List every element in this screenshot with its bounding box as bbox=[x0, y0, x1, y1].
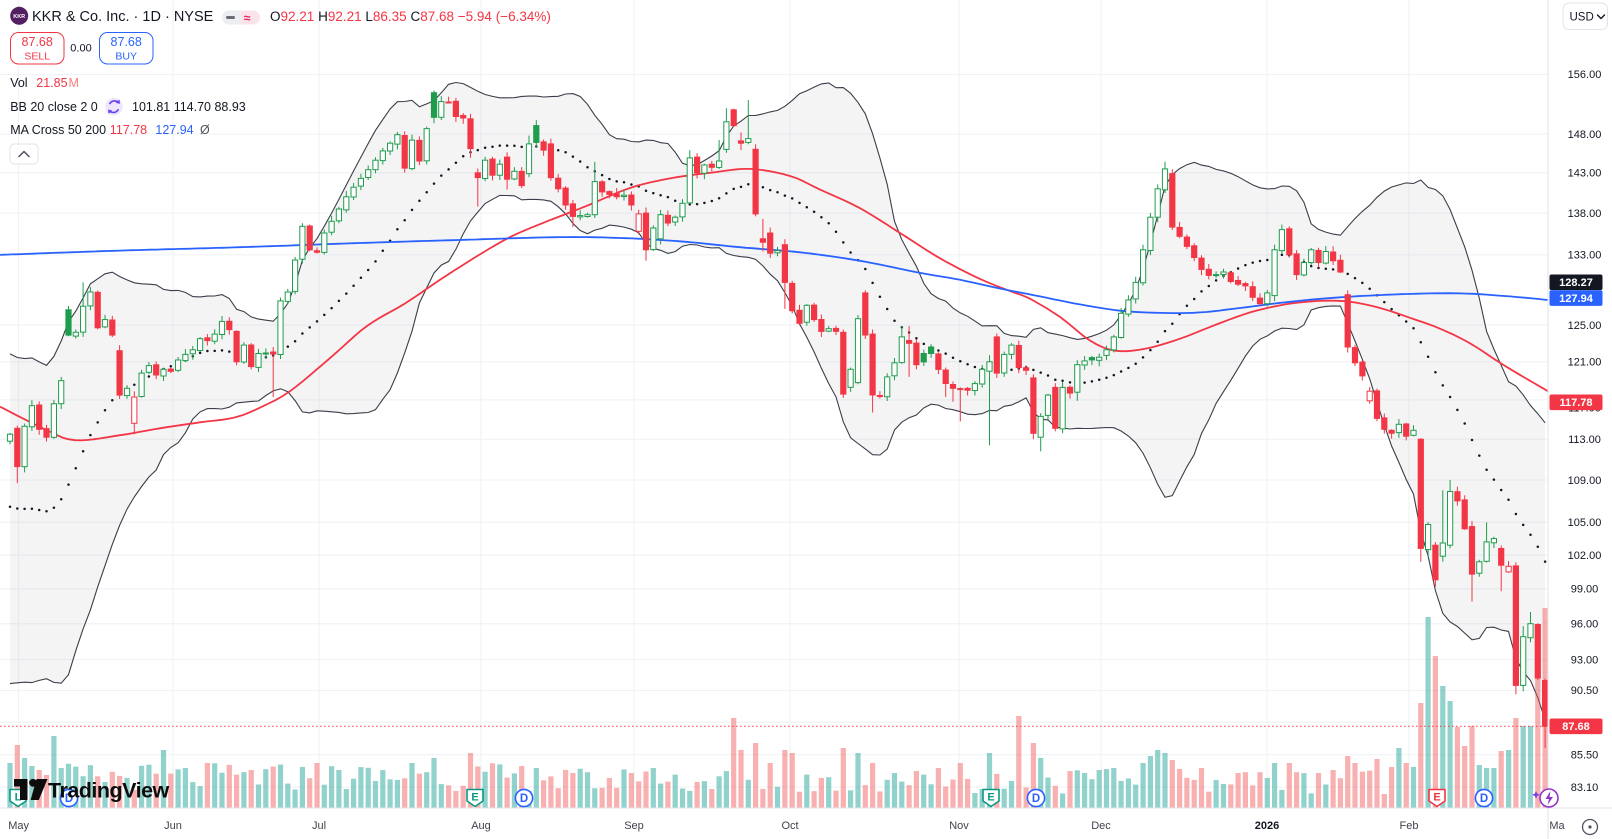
svg-text:SELL: SELL bbox=[24, 51, 50, 63]
svg-text:109.00: 109.00 bbox=[1568, 475, 1602, 487]
svg-text:D: D bbox=[1480, 793, 1488, 805]
svg-text:KKR & Co. Inc. · 1D · NYSE: KKR & Co. Inc. · 1D · NYSE bbox=[32, 9, 214, 25]
svg-text:MA Cross 50 200: MA Cross 50 200 bbox=[10, 123, 106, 137]
svg-text:143.00: 143.00 bbox=[1568, 168, 1602, 180]
svg-text:M: M bbox=[69, 76, 79, 90]
svg-text:96.00: 96.00 bbox=[1571, 619, 1599, 631]
svg-text:121.00: 121.00 bbox=[1568, 357, 1602, 369]
svg-text:Ø: Ø bbox=[200, 123, 210, 137]
svg-text:L: L bbox=[15, 792, 22, 804]
svg-text:85.50: 85.50 bbox=[1571, 750, 1599, 762]
svg-text:148.00: 148.00 bbox=[1568, 129, 1602, 141]
svg-text:125.00: 125.00 bbox=[1568, 320, 1602, 332]
svg-text:D: D bbox=[520, 793, 528, 805]
svg-text:113.00: 113.00 bbox=[1568, 434, 1601, 446]
svg-text:117.78: 117.78 bbox=[110, 123, 147, 137]
svg-text:O92.21 H92.21 L86.35 C87.68 −5: O92.21 H92.21 L86.35 C87.68 −5.94 (−6.34… bbox=[270, 9, 551, 24]
svg-text:USD: USD bbox=[1570, 12, 1594, 24]
svg-text:138.00: 138.00 bbox=[1568, 208, 1602, 220]
svg-text:BB 20 close 2 0: BB 20 close 2 0 bbox=[10, 100, 98, 114]
svg-text:90.50: 90.50 bbox=[1571, 685, 1599, 697]
svg-text:Jun: Jun bbox=[164, 820, 182, 832]
svg-text:Ma: Ma bbox=[1549, 820, 1565, 832]
svg-text:83.10: 83.10 bbox=[1571, 782, 1599, 794]
svg-text:2026: 2026 bbox=[1255, 820, 1279, 832]
svg-text:127.94: 127.94 bbox=[155, 123, 193, 137]
svg-text:Vol: Vol bbox=[10, 76, 27, 90]
svg-text:E: E bbox=[987, 792, 994, 804]
svg-text:102.00: 102.00 bbox=[1568, 550, 1602, 562]
svg-text:KKR: KKR bbox=[13, 14, 25, 20]
svg-text:≈: ≈ bbox=[244, 11, 251, 25]
svg-text:Jul: Jul bbox=[312, 820, 326, 832]
svg-text:Nov: Nov bbox=[949, 820, 969, 832]
svg-text:TradingView: TradingView bbox=[48, 779, 170, 803]
svg-text:E: E bbox=[471, 792, 478, 804]
svg-text:93.00: 93.00 bbox=[1571, 654, 1599, 666]
svg-text:99.00: 99.00 bbox=[1571, 584, 1599, 596]
svg-text:Aug: Aug bbox=[471, 820, 491, 832]
svg-text:87.68: 87.68 bbox=[1562, 721, 1590, 733]
svg-text:BUY: BUY bbox=[115, 51, 137, 63]
svg-text:127.94: 127.94 bbox=[1559, 293, 1594, 305]
svg-text:May: May bbox=[8, 820, 29, 832]
svg-text:E: E bbox=[1433, 792, 1440, 804]
svg-text:Sep: Sep bbox=[624, 820, 644, 832]
svg-text:133.00: 133.00 bbox=[1568, 250, 1602, 262]
svg-text:156.00: 156.00 bbox=[1568, 69, 1602, 81]
svg-text:117.78: 117.78 bbox=[1559, 397, 1592, 409]
svg-text:D: D bbox=[65, 793, 73, 805]
svg-text:105.00: 105.00 bbox=[1568, 517, 1602, 529]
svg-text:87.68: 87.68 bbox=[111, 35, 142, 49]
svg-text:Oct: Oct bbox=[781, 820, 798, 832]
svg-text:D: D bbox=[1032, 793, 1040, 805]
svg-text:87.68: 87.68 bbox=[22, 35, 53, 49]
svg-text:128.27: 128.27 bbox=[1559, 277, 1593, 289]
svg-text:Feb: Feb bbox=[1400, 820, 1419, 832]
svg-text:Dec: Dec bbox=[1091, 820, 1111, 832]
svg-text:21.85: 21.85 bbox=[36, 76, 67, 90]
svg-text:0.00: 0.00 bbox=[70, 43, 91, 55]
svg-text:101.81 114.70 88.93: 101.81 114.70 88.93 bbox=[132, 100, 246, 114]
